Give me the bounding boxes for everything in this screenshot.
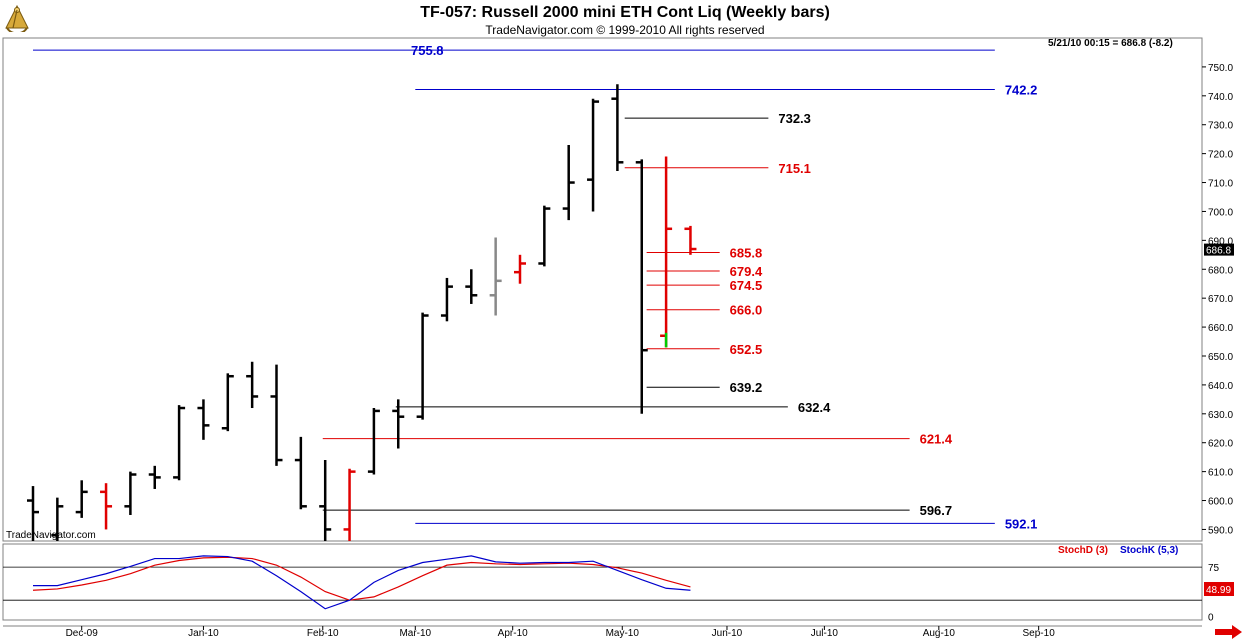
stoch-legend-k: StochK (5,3) <box>1120 545 1178 556</box>
price-level-label: 632.4 <box>798 400 831 415</box>
price-tick-label: 750.0 <box>1208 63 1233 74</box>
price-tick-label: 730.0 <box>1208 121 1233 132</box>
price-level-label: 685.8 <box>730 245 763 260</box>
stoch-tick-label: 0 <box>1208 613 1214 624</box>
price-tick-label: 740.0 <box>1208 92 1233 103</box>
time-tick-label: Sep-10 <box>1023 628 1056 639</box>
price-tick-label: 650.0 <box>1208 352 1233 363</box>
stoch-last-marker <box>1204 582 1234 596</box>
price-readout: 5/21/10 00:15 = 686.8 (-8.2) <box>1048 38 1173 49</box>
price-level-label: 679.4 <box>730 264 763 279</box>
price-tick-label: 660.0 <box>1208 323 1233 334</box>
time-tick-label: Dec-09 <box>66 628 99 639</box>
price-tick-label: 610.0 <box>1208 468 1233 479</box>
watermark-label: TradeNavigator.com <box>6 530 96 541</box>
stoch-series-line <box>33 555 691 610</box>
price-level-label: 715.1 <box>778 161 811 176</box>
price-level-label: 674.5 <box>730 278 763 293</box>
time-tick-label: Mar-10 <box>399 628 431 639</box>
price-level-label: 732.3 <box>778 111 811 126</box>
stoch-last-label: 48.99 <box>1206 585 1231 596</box>
price-level-label: 596.7 <box>920 503 953 518</box>
time-tick-label: Jan-10 <box>188 628 219 639</box>
sextant-logo-icon <box>4 4 30 35</box>
time-tick-label: Jul-10 <box>811 628 839 639</box>
price-level-label: 666.0 <box>730 303 763 318</box>
time-tick-label: Jun-10 <box>712 628 743 639</box>
price-tick-label: 630.0 <box>1208 410 1233 421</box>
stoch-series-line <box>32 556 691 601</box>
stoch-legend-d: StochD (3) <box>1058 545 1108 556</box>
price-level-label: 592.1 <box>1005 516 1038 531</box>
time-tick-label: Apr-10 <box>498 628 528 639</box>
price-level-label: 755.8 <box>411 43 444 58</box>
last-price-marker <box>1204 243 1234 256</box>
price-level-label: 621.4 <box>920 432 953 447</box>
time-tick-label: Feb-10 <box>307 628 339 639</box>
time-tick-label: Aug-10 <box>923 628 956 639</box>
scroll-right-arrow-icon <box>1215 625 1242 639</box>
chart-subtitle: TradeNavigator.com © 1999-2010 All right… <box>485 23 765 37</box>
time-tick-label: May-10 <box>606 628 640 639</box>
price-tick-label: 700.0 <box>1208 207 1233 218</box>
price-tick-label: 720.0 <box>1208 150 1233 161</box>
last-price-label: 686.8 <box>1206 246 1231 257</box>
stoch-tick-label: 75 <box>1208 563 1220 574</box>
price-tick-label: 670.0 <box>1208 294 1233 305</box>
price-tick-label: 710.0 <box>1208 179 1233 190</box>
price-level-label: 652.5 <box>730 342 763 357</box>
price-tick-label: 690.0 <box>1208 236 1233 247</box>
price-panel-frame <box>2 37 1203 542</box>
price-tick-label: 640.0 <box>1208 381 1233 392</box>
price-tick-label: 590.0 <box>1208 525 1233 536</box>
price-level-label: 639.2 <box>730 380 763 395</box>
price-level-label: 742.2 <box>1005 82 1038 97</box>
price-tick-label: 680.0 <box>1208 265 1233 276</box>
price-tick-label: 620.0 <box>1208 439 1233 450</box>
stoch-panel-frame <box>2 543 1203 621</box>
chart-title: TF-057: Russell 2000 mini ETH Cont Liq (… <box>420 4 830 21</box>
price-tick-label: 600.0 <box>1208 497 1233 508</box>
